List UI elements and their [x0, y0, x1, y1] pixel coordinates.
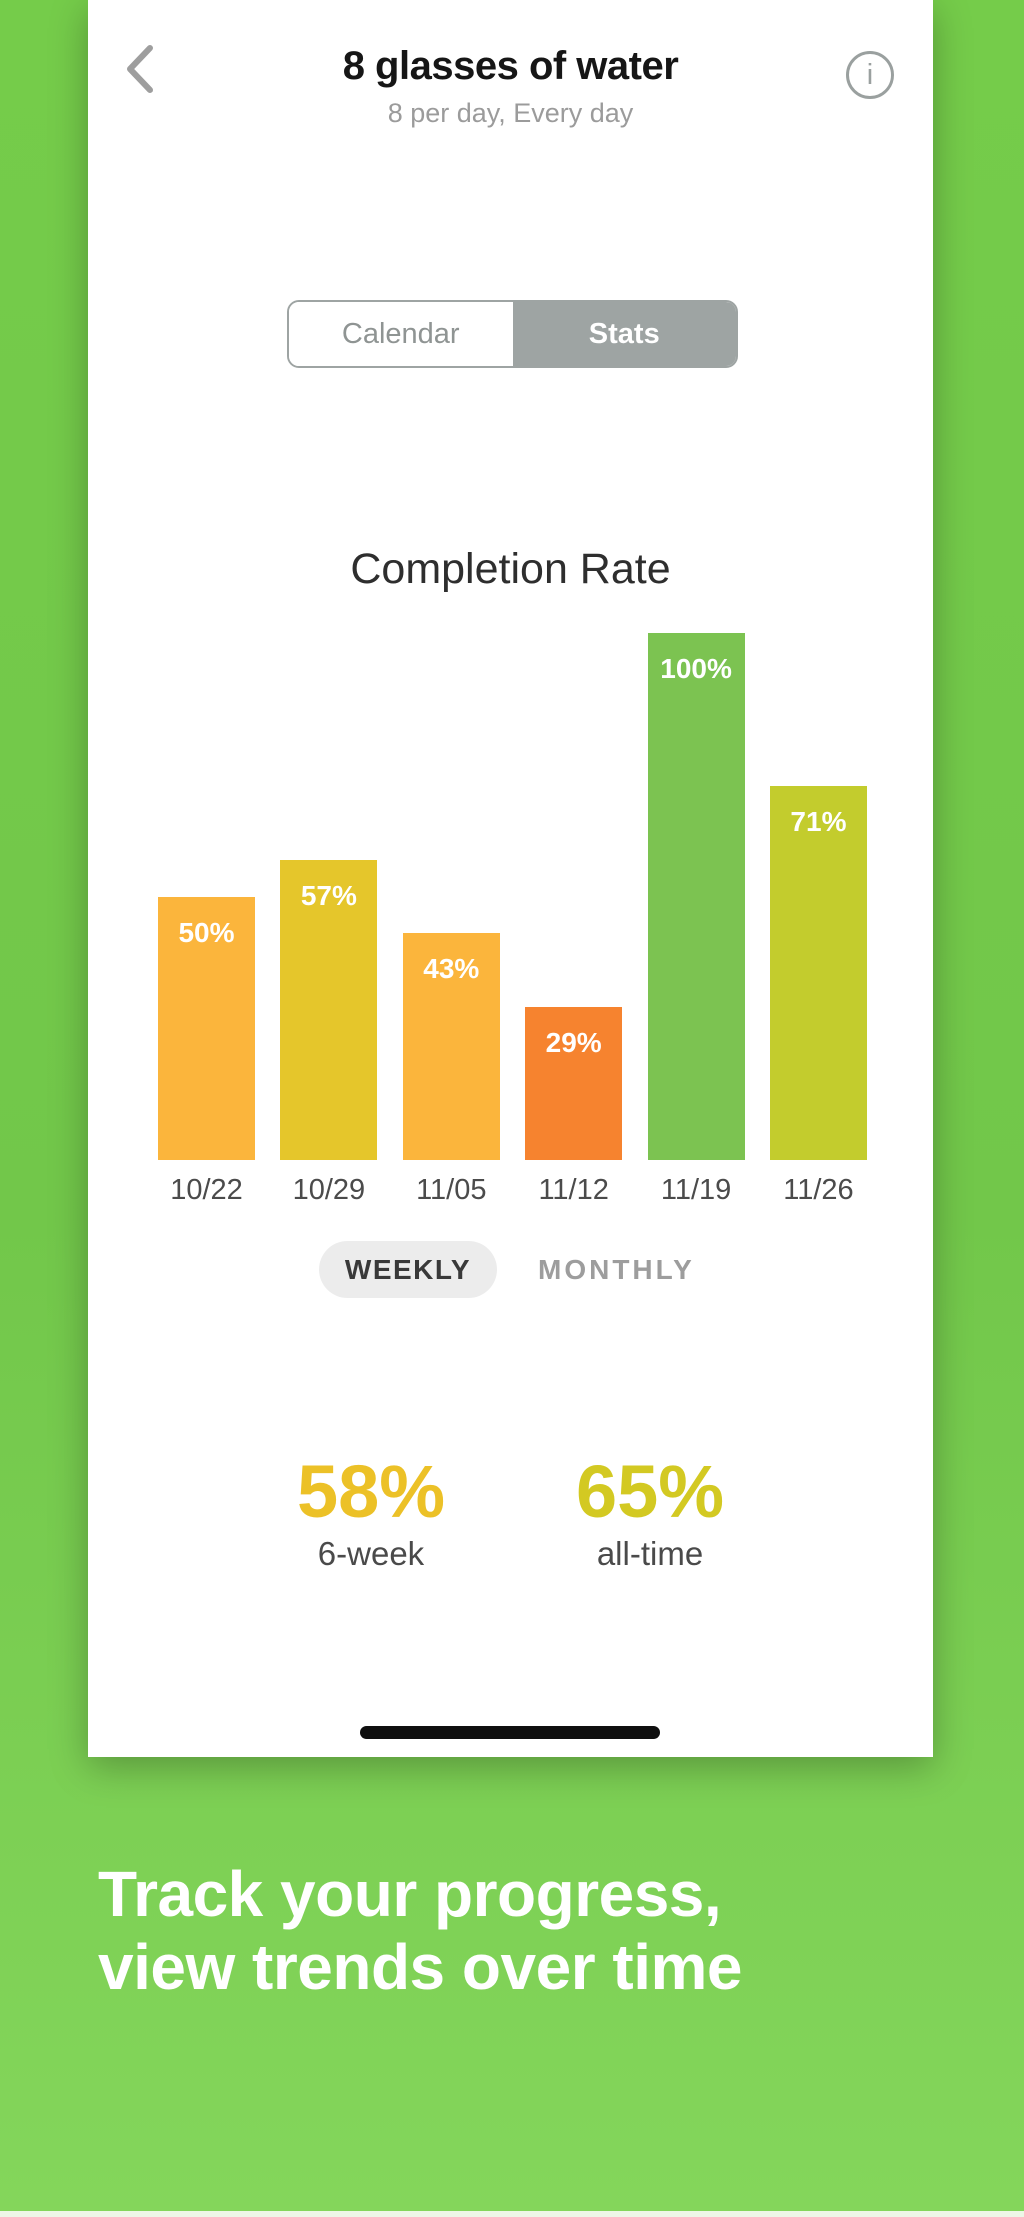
bar-value-label: 57% [300, 879, 357, 911]
bar-11/12: 29% [525, 1007, 623, 1160]
summary-6week: 58% 6-week [297, 1455, 445, 1573]
habit-schedule-subtitle: 8 per day, Every day [387, 98, 634, 128]
tab-calendar[interactable]: Calendar [289, 302, 513, 366]
bar-value-label: 50% [178, 916, 235, 948]
summary-alltime-value: 65% [575, 1450, 725, 1533]
x-axis-label: 11/19 [660, 1174, 732, 1206]
chevron-left-icon [125, 43, 155, 100]
x-axis-label: 10/29 [292, 1174, 366, 1206]
bar-value-label: 43% [423, 953, 480, 985]
chart-title: Completion Rate [350, 545, 671, 593]
bar-value-label: 100% [660, 653, 732, 684]
completion-rate-bar-chart: 50% 57% 43% 29% 100% 71% [158, 633, 867, 1160]
summary-6week-value: 58% [296, 1450, 446, 1533]
home-indicator[interactable] [360, 1726, 660, 1739]
summary-alltime: 65% all-time [576, 1455, 724, 1573]
toggle-weekly[interactable]: WEEKLY [319, 1241, 497, 1298]
x-axis-label: 11/12 [538, 1174, 609, 1206]
view-segmented-control: Calendar Stats [287, 300, 738, 368]
marketing-headline-line2: view trends over time [98, 1930, 742, 2003]
bar-10/29: 57% [280, 859, 378, 1160]
toggle-monthly[interactable]: MONTHLY [538, 1253, 695, 1285]
app-screen-card: 8 glasses of water 8 per day, Every day … [88, 0, 933, 1757]
back-button[interactable] [118, 42, 162, 100]
bar-11/19: 100% [647, 633, 745, 1160]
marketing-headline-line1: Track your progress, [98, 1858, 722, 1930]
bar-value-label: 71% [790, 805, 847, 837]
bar-11/26: 71% [769, 785, 867, 1160]
page-title: 8 glasses of water [342, 44, 679, 88]
x-axis-label: 11/05 [416, 1174, 487, 1206]
chart-x-axis-labels: 10/22 10/29 11/05 11/12 11/19 11/26 [158, 1174, 867, 1207]
bottom-edge-strip [0, 2211, 1024, 2217]
summary-alltime-label: all-time [596, 1535, 704, 1572]
bar-11/05: 43% [402, 933, 500, 1160]
x-axis-label: 11/26 [783, 1174, 854, 1206]
x-axis-label: 10/22 [170, 1174, 243, 1206]
summary-6week-label: 6-week [317, 1535, 425, 1572]
marketing-headline: Track your progress, view trends over ti… [98, 1858, 978, 2004]
bar-10/22: 50% [158, 896, 255, 1160]
info-button[interactable]: i [846, 51, 894, 99]
tab-stats[interactable]: Stats [512, 302, 736, 366]
info-icon: i [866, 58, 874, 91]
bar-value-label: 29% [545, 1027, 602, 1059]
